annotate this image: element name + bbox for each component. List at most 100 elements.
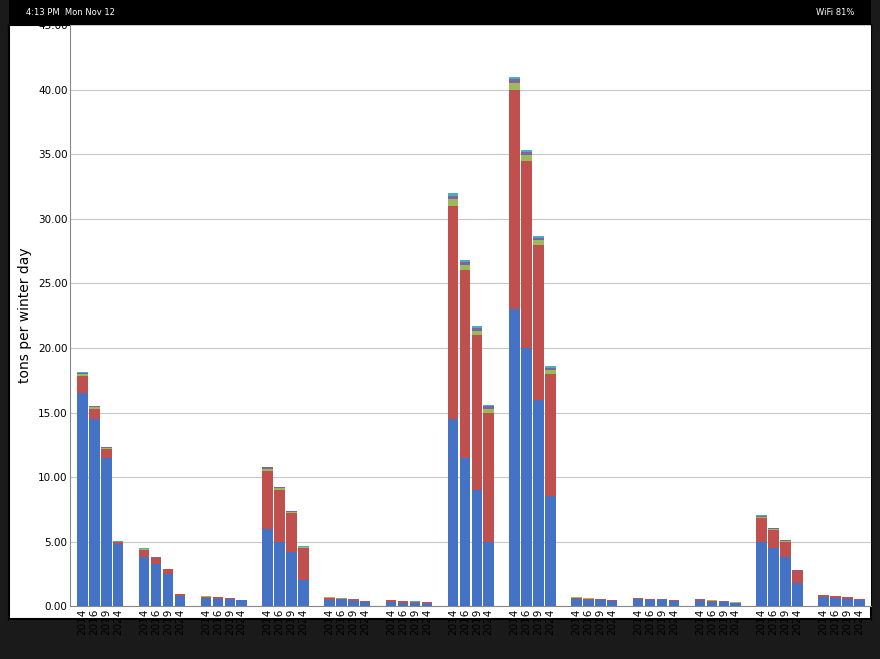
Bar (521, 156, 532, 161)
Bar (633, 599, 643, 606)
Bar (89, 419, 99, 606)
Bar (854, 599, 864, 600)
Bar (336, 600, 347, 606)
Bar (101, 447, 112, 449)
Bar (768, 529, 779, 530)
Bar (730, 603, 741, 606)
Bar (448, 200, 458, 206)
Bar (448, 196, 458, 200)
Bar (546, 368, 556, 370)
Bar (595, 600, 605, 606)
Bar (262, 529, 273, 606)
Bar (521, 161, 532, 348)
Bar (89, 409, 99, 419)
Bar (533, 244, 544, 399)
Bar (546, 370, 556, 374)
Bar (472, 335, 482, 490)
Bar (298, 548, 309, 581)
Bar (385, 602, 396, 606)
Bar (546, 366, 556, 368)
Bar (224, 598, 235, 599)
Bar (360, 602, 370, 606)
Bar (757, 542, 766, 606)
Bar (546, 496, 556, 606)
Bar (175, 594, 185, 596)
Bar (510, 83, 520, 90)
Bar (707, 601, 717, 602)
Bar (398, 601, 408, 603)
Bar (139, 549, 150, 550)
Bar (645, 600, 656, 606)
Bar (583, 598, 594, 600)
Bar (483, 413, 494, 542)
Bar (781, 540, 791, 542)
Bar (448, 206, 458, 419)
Bar (781, 558, 791, 606)
Bar (262, 467, 273, 469)
Bar (175, 596, 185, 606)
Bar (113, 542, 123, 544)
Bar (262, 469, 273, 471)
Bar (510, 79, 520, 83)
Bar (633, 598, 643, 599)
Bar (781, 542, 791, 558)
Bar (448, 193, 458, 196)
Bar (757, 517, 766, 519)
Bar (77, 376, 88, 393)
Bar (483, 409, 494, 413)
Bar (854, 600, 864, 606)
Bar (385, 600, 396, 602)
Bar (77, 393, 88, 606)
Bar (324, 600, 334, 606)
Bar (360, 601, 370, 602)
Bar (483, 405, 494, 407)
Bar (459, 458, 470, 606)
Bar (842, 598, 853, 606)
Bar (707, 602, 717, 606)
Text: 4:13 PM  Mon Nov 12: 4:13 PM Mon Nov 12 (26, 8, 115, 17)
Bar (656, 600, 667, 606)
Bar (768, 548, 779, 606)
Bar (286, 552, 297, 606)
Bar (694, 600, 705, 601)
Bar (818, 597, 829, 606)
Bar (348, 601, 358, 606)
Y-axis label: tons per winter day: tons per winter day (18, 248, 33, 384)
Bar (459, 260, 470, 262)
Bar (842, 597, 853, 598)
Bar (719, 602, 729, 606)
Bar (201, 598, 211, 606)
Bar (213, 598, 223, 606)
Text: WiFi 81%: WiFi 81% (816, 8, 854, 17)
Bar (533, 240, 544, 244)
Bar (510, 309, 520, 606)
Bar (472, 490, 482, 606)
Bar (150, 563, 161, 606)
Bar (792, 571, 803, 583)
Bar (583, 600, 594, 606)
Bar (830, 598, 840, 606)
Bar (298, 581, 309, 606)
Bar (521, 150, 532, 152)
Bar (459, 266, 470, 270)
Bar (571, 598, 582, 599)
Bar (286, 512, 297, 513)
Bar (768, 530, 779, 548)
Bar (448, 419, 458, 606)
Bar (521, 152, 532, 156)
Bar (410, 602, 421, 603)
Bar (472, 328, 482, 331)
Bar (694, 601, 705, 606)
Title: Onroad Mobile Emissions 2014-2024: Onroad Mobile Emissions 2014-2024 (192, 0, 750, 14)
Bar (348, 600, 358, 601)
Bar (669, 601, 679, 606)
Bar (533, 399, 544, 606)
Bar (224, 599, 235, 606)
Bar (201, 596, 211, 598)
Bar (510, 76, 520, 79)
Bar (275, 488, 285, 490)
Bar (510, 90, 520, 309)
Bar (101, 449, 112, 458)
Bar (275, 542, 285, 606)
Bar (459, 270, 470, 458)
